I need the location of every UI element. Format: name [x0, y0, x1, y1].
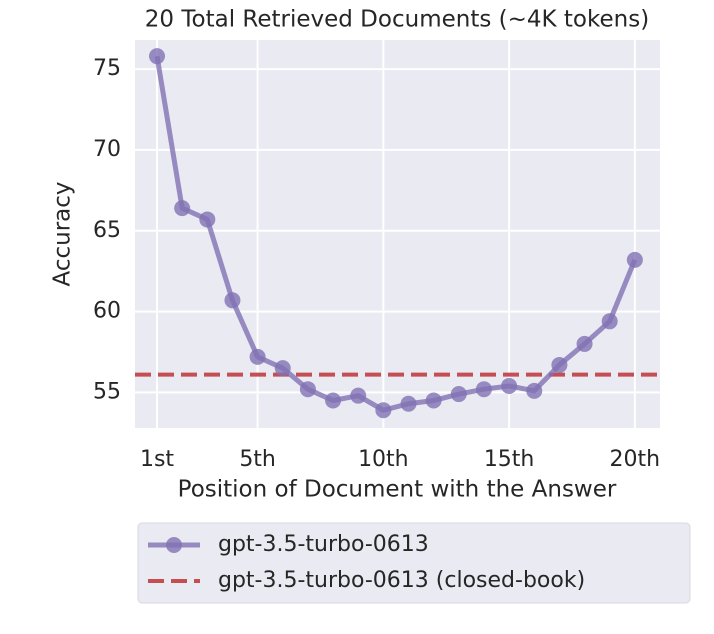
- point: [450, 386, 467, 403]
- point: [224, 292, 241, 309]
- point: [501, 377, 518, 394]
- y-tick-label: 70: [93, 137, 121, 162]
- point: [551, 356, 568, 373]
- point: [149, 48, 166, 65]
- y-tick-label: 60: [93, 299, 121, 324]
- x-axis-label: Position of Document with the Answer: [178, 477, 617, 503]
- point: [299, 381, 316, 398]
- plot-area: [135, 40, 660, 428]
- point: [526, 382, 543, 399]
- point: [400, 395, 417, 412]
- point: [350, 387, 367, 404]
- point: [174, 200, 191, 217]
- x-tick-label: 20th: [610, 447, 661, 472]
- point: [325, 392, 342, 409]
- y-tick-label: 55: [93, 379, 121, 404]
- point: [425, 392, 442, 409]
- point: [601, 313, 618, 330]
- x-tick-label: 5th: [239, 447, 276, 472]
- chart-title: 20 Total Retrieved Documents (~4K tokens…: [145, 7, 649, 33]
- point: [375, 402, 392, 419]
- legend: [137, 522, 691, 604]
- legend-marker: [166, 537, 182, 553]
- legend-label: gpt-3.5-turbo-0613: [218, 532, 429, 557]
- point: [475, 381, 492, 398]
- y-tick-label: 65: [93, 218, 121, 243]
- x-tick-label: 15th: [484, 447, 535, 472]
- x-tick-label: 10th: [358, 447, 409, 472]
- point: [249, 348, 266, 365]
- y-tick-label: 75: [93, 56, 121, 81]
- x-tick-label: 1st: [140, 447, 174, 472]
- legend-label: gpt-3.5-turbo-0613 (closed-book): [218, 568, 585, 593]
- point: [576, 335, 593, 352]
- point: [626, 251, 643, 268]
- point: [199, 211, 216, 228]
- point: [274, 360, 291, 377]
- y-axis-label: Accuracy: [50, 181, 76, 286]
